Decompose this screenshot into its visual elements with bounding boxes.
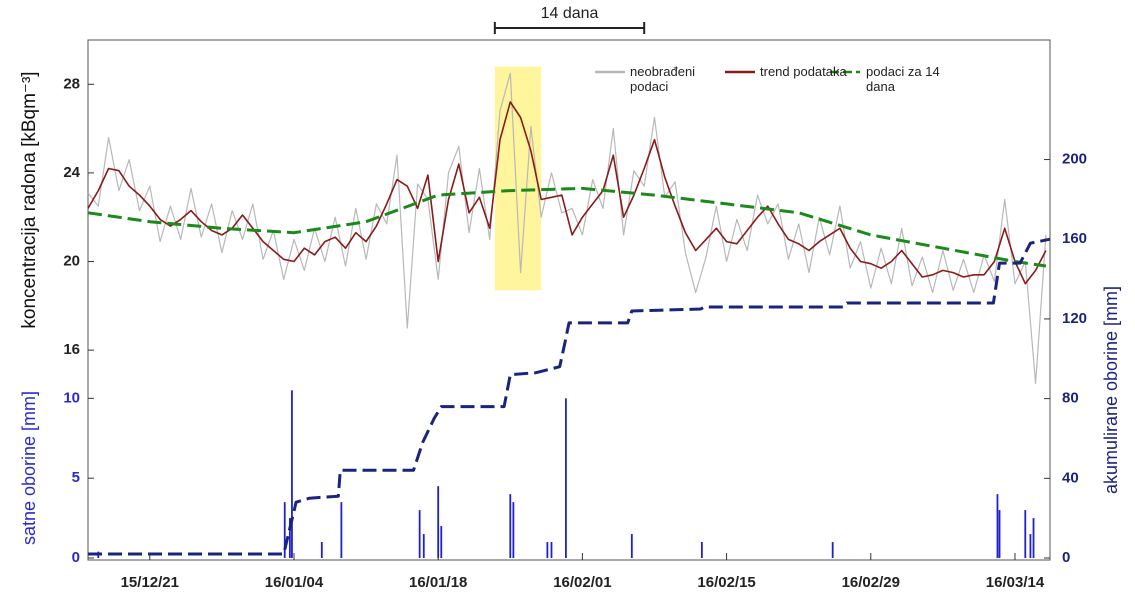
line-series [87, 101, 1047, 285]
rain-bar [512, 502, 515, 558]
y2-axis-title: akumulirane oborine [mm] [1101, 286, 1121, 494]
legend-label: neobrađeni podaci [630, 64, 696, 94]
rain-bar [565, 398, 567, 558]
line-series [88, 237, 1051, 556]
y-tick-label: 28 [63, 75, 80, 92]
y2-tick-label: 200 [1062, 151, 1087, 168]
plot-frame [87, 39, 1051, 561]
rain-bar [1029, 534, 1032, 558]
highlight [494, 66, 542, 291]
plot-layer [87, 66, 1051, 558]
y-tick-label: 10 [63, 389, 80, 406]
rain-bar [550, 542, 553, 558]
x-tick-label: 16/02/15 [697, 574, 755, 591]
annotation-text: 14 dana [541, 5, 599, 22]
rain-bar [340, 502, 343, 558]
x-tick-label: 16/01/18 [409, 574, 467, 591]
rain-bar [700, 542, 703, 558]
rain-bar [291, 390, 293, 558]
y2-tick-label: 0 [1062, 549, 1070, 566]
rain-bar [509, 494, 512, 558]
y-tick-label: 0 [72, 549, 80, 566]
x-tick-label: 16/02/29 [842, 574, 900, 591]
rain-bar [320, 542, 323, 558]
y-axis-title-rain: satne oborine [mm] [19, 391, 39, 545]
y2-tick-label: 120 [1062, 310, 1087, 327]
x-tick-label: 15/12/21 [121, 574, 179, 591]
rain-bar [831, 542, 834, 558]
rain-bar [998, 510, 1001, 558]
x-tick-label: 16/01/04 [265, 574, 324, 591]
x-tick-label: 16/02/01 [553, 574, 611, 591]
rain-bar [418, 510, 421, 558]
rain-bar [288, 518, 291, 558]
rain-bar [1032, 518, 1035, 558]
rain-bar [437, 486, 440, 558]
y-tick-label: 20 [63, 252, 80, 269]
y2-tick-label: 160 [1062, 230, 1087, 247]
y-tick-label: 24 [63, 164, 80, 181]
legend-label: trend podataka [760, 64, 847, 79]
y2-tick-label: 80 [1062, 390, 1079, 407]
rain-bar [422, 534, 425, 558]
rain-bar [440, 526, 443, 558]
legend-label: podaci za 14 dana [866, 64, 940, 94]
rain-bar [546, 542, 549, 558]
y2-tick-label: 40 [1062, 469, 1079, 486]
rain-bar [630, 534, 633, 558]
y-axis-title: koncentracija radona [kBqm⁻³] [19, 71, 40, 328]
rain-bar [283, 502, 286, 558]
x-tick-label: 16/03/14 [986, 574, 1045, 591]
line-series [87, 186, 1047, 268]
rain-bar [1024, 510, 1027, 558]
y-tick-label: 5 [72, 469, 80, 486]
rain-bar [996, 494, 999, 558]
y-tick-label: 16 [63, 341, 80, 358]
